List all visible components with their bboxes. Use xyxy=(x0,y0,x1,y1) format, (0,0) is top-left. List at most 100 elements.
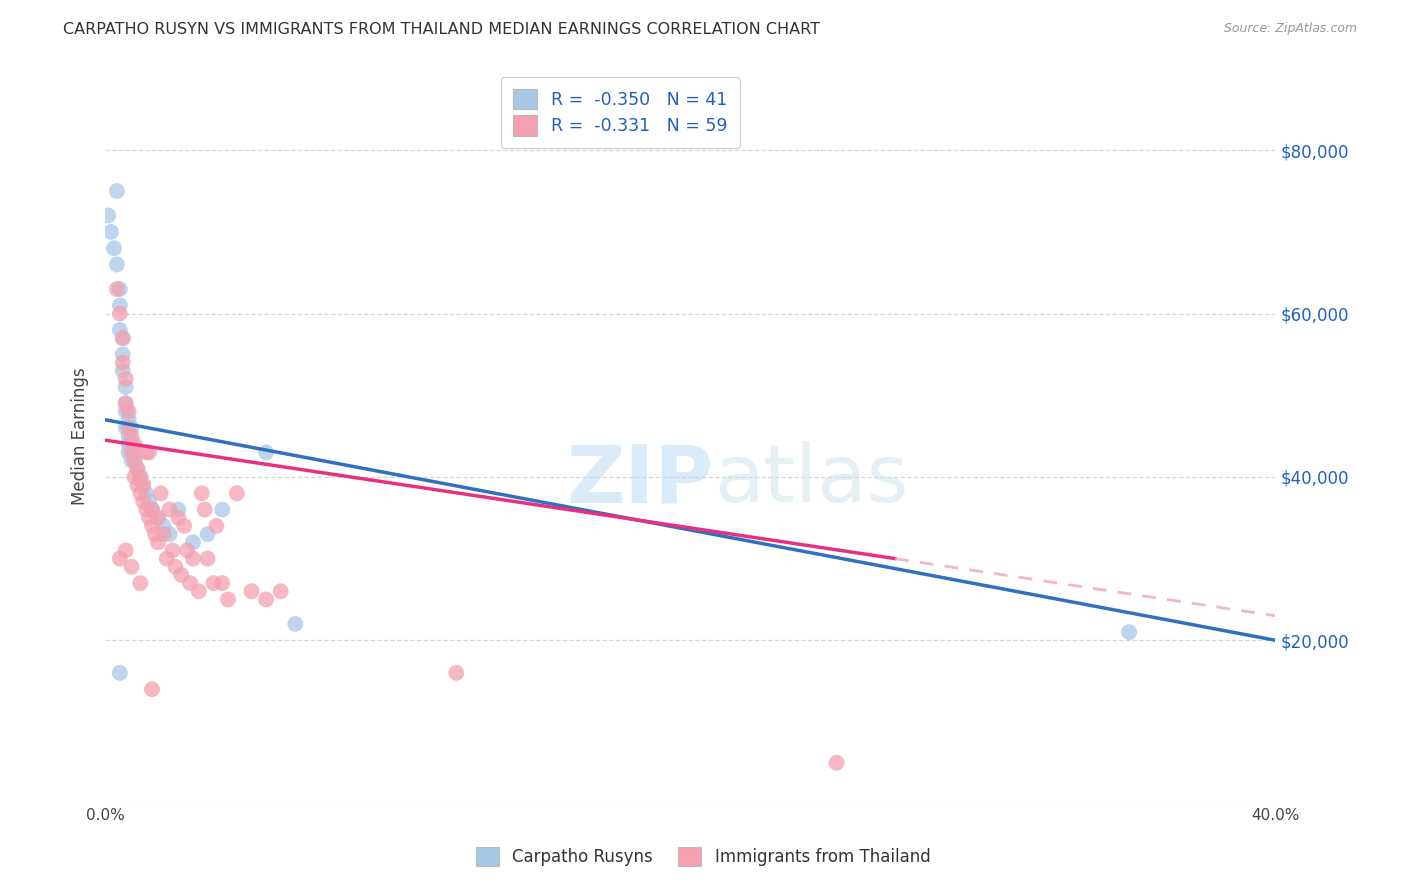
Point xyxy=(254,592,277,607)
Point xyxy=(170,568,193,582)
Point xyxy=(105,282,128,296)
Point xyxy=(111,331,134,345)
Point xyxy=(117,404,139,418)
Point xyxy=(124,445,146,459)
Text: CARPATHO RUSYN VS IMMIGRANTS FROM THAILAND MEDIAN EARNINGS CORRELATION CHART: CARPATHO RUSYN VS IMMIGRANTS FROM THAILA… xyxy=(63,22,820,37)
Point xyxy=(111,355,134,369)
Point xyxy=(108,551,131,566)
Point xyxy=(129,486,152,500)
Point xyxy=(197,527,219,541)
Point xyxy=(129,576,152,591)
Y-axis label: Median Earnings: Median Earnings xyxy=(72,368,89,505)
Point xyxy=(284,616,307,631)
Point xyxy=(152,519,174,533)
Point xyxy=(141,502,163,516)
Point xyxy=(135,502,157,516)
Point xyxy=(159,527,181,541)
Point xyxy=(270,584,292,599)
Point xyxy=(149,486,172,500)
Point xyxy=(97,209,120,223)
Point xyxy=(117,445,139,459)
Point xyxy=(111,331,134,345)
Point xyxy=(108,323,131,337)
Point xyxy=(167,510,190,524)
Point xyxy=(135,486,157,500)
Point xyxy=(121,445,143,459)
Point xyxy=(181,535,204,549)
Point xyxy=(146,510,169,524)
Point xyxy=(179,576,201,591)
Point xyxy=(127,461,149,475)
Point xyxy=(117,429,139,443)
Point xyxy=(173,519,195,533)
Point xyxy=(124,470,146,484)
Point xyxy=(117,421,139,435)
Point xyxy=(132,478,155,492)
Point xyxy=(211,502,233,516)
Point xyxy=(165,559,187,574)
Point xyxy=(121,559,143,574)
Point xyxy=(124,437,146,451)
Point xyxy=(114,396,136,410)
Point xyxy=(254,445,277,459)
Point xyxy=(114,421,136,435)
Point xyxy=(211,576,233,591)
Point xyxy=(105,184,128,198)
Point xyxy=(114,380,136,394)
Point xyxy=(187,584,209,599)
Point xyxy=(825,756,848,770)
Point xyxy=(141,519,163,533)
Point xyxy=(121,429,143,443)
Point xyxy=(121,421,143,435)
Point xyxy=(111,364,134,378)
Point xyxy=(114,372,136,386)
Point xyxy=(129,470,152,484)
Point xyxy=(152,527,174,541)
Point xyxy=(121,437,143,451)
Point xyxy=(138,494,160,508)
Point xyxy=(114,404,136,418)
Point xyxy=(121,453,143,467)
Point xyxy=(100,225,122,239)
Point xyxy=(135,445,157,459)
Point xyxy=(138,510,160,524)
Point xyxy=(217,592,239,607)
Point xyxy=(146,510,169,524)
Point xyxy=(132,478,155,492)
Point xyxy=(141,502,163,516)
Point xyxy=(167,502,190,516)
Point xyxy=(446,665,468,680)
Point xyxy=(202,576,225,591)
Text: Source: ZipAtlas.com: Source: ZipAtlas.com xyxy=(1223,22,1357,36)
Point xyxy=(129,470,152,484)
Text: ZIP: ZIP xyxy=(567,442,714,519)
Legend: Carpatho Rusyns, Immigrants from Thailand: Carpatho Rusyns, Immigrants from Thailan… xyxy=(467,838,939,875)
Point xyxy=(114,543,136,558)
Point xyxy=(1118,625,1140,640)
Point xyxy=(124,453,146,467)
Point xyxy=(162,543,184,558)
Point xyxy=(141,682,163,697)
Point xyxy=(127,461,149,475)
Point xyxy=(205,519,228,533)
Point xyxy=(194,502,217,516)
Point xyxy=(103,241,125,255)
Point xyxy=(132,494,155,508)
Legend: R =  -0.350   N = 41, R =  -0.331   N = 59: R = -0.350 N = 41, R = -0.331 N = 59 xyxy=(501,78,740,148)
Point xyxy=(117,437,139,451)
Point xyxy=(240,584,263,599)
Point xyxy=(176,543,198,558)
Point xyxy=(108,307,131,321)
Point xyxy=(143,527,166,541)
Point xyxy=(190,486,212,500)
Point xyxy=(108,665,131,680)
Point xyxy=(146,535,169,549)
Point xyxy=(225,486,247,500)
Point xyxy=(117,413,139,427)
Point xyxy=(197,551,219,566)
Point xyxy=(156,551,179,566)
Point xyxy=(159,502,181,516)
Point xyxy=(108,298,131,312)
Point xyxy=(127,478,149,492)
Point xyxy=(105,258,128,272)
